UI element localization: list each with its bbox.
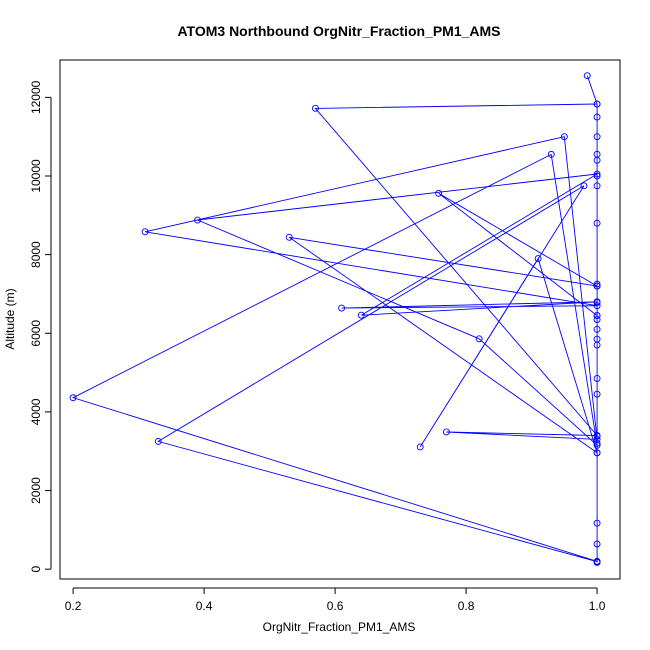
data-point (475, 335, 483, 343)
y-tick-label: 10000 (29, 159, 43, 193)
y-tick-label: 12000 (29, 80, 43, 114)
data-point (593, 219, 601, 227)
x-axis: 0.2 0.4 0.6 0.8 1.0 (65, 587, 606, 613)
data-point (593, 182, 601, 190)
data-point (593, 540, 601, 548)
data-point (580, 182, 588, 190)
data-point (194, 216, 201, 224)
series-line (71, 75, 599, 563)
data-point (442, 428, 450, 436)
data-point (593, 325, 601, 333)
data-point (593, 282, 601, 290)
y-tick-label: 8000 (29, 241, 43, 268)
data-point (285, 233, 293, 241)
data-point (593, 172, 601, 180)
data-point (69, 394, 77, 402)
x-tick-label: 0.8 (458, 599, 475, 613)
x-tick-label: 0.4 (196, 599, 213, 613)
data-point (593, 441, 601, 449)
y-tick-label: 4000 (29, 398, 43, 425)
x-tick-label: 0.6 (327, 599, 344, 613)
data-point (357, 311, 365, 319)
x-tick-label: 1.0 (589, 599, 606, 613)
data-point (593, 335, 601, 343)
data-point (560, 133, 568, 141)
data-point (154, 437, 162, 445)
data-point (593, 302, 601, 310)
data-point (593, 390, 601, 398)
data-point (416, 443, 424, 451)
y-axis: 0 2000 4000 6000 8000 10000 12000 (29, 80, 52, 573)
data-point (435, 189, 443, 197)
data-point (141, 228, 149, 236)
data-point (338, 304, 346, 312)
data-point (593, 558, 601, 566)
series-layer (69, 72, 601, 566)
data-point (593, 298, 601, 306)
data-point (593, 170, 601, 178)
data-point (593, 133, 601, 141)
data-point (593, 280, 601, 288)
data-point (593, 316, 601, 323)
data-point (593, 432, 601, 439)
data-point (583, 72, 591, 80)
data-point (311, 104, 319, 112)
chart-title: ATOM3 Northbound OrgNitr_Fraction_PM1_AM… (177, 23, 500, 39)
y-tick-label: 2000 (29, 477, 43, 504)
x-axis-label: OrgNitr_Fraction_PM1_AMS (263, 620, 416, 634)
data-point (593, 439, 601, 447)
x-tick-label: 0.2 (65, 599, 82, 613)
data-point (593, 375, 601, 382)
data-point (593, 312, 601, 320)
plot-area (59, 59, 621, 580)
data-point (547, 150, 555, 158)
data-point (593, 113, 601, 121)
data-point (593, 150, 601, 158)
data-point (593, 449, 601, 457)
data-point (593, 100, 601, 108)
data-point (534, 255, 542, 263)
data-point (593, 519, 601, 527)
y-tick-label: 6000 (29, 320, 43, 347)
y-tick-label: 0 (29, 566, 43, 573)
y-axis-label: Altitude (m) (3, 288, 17, 349)
